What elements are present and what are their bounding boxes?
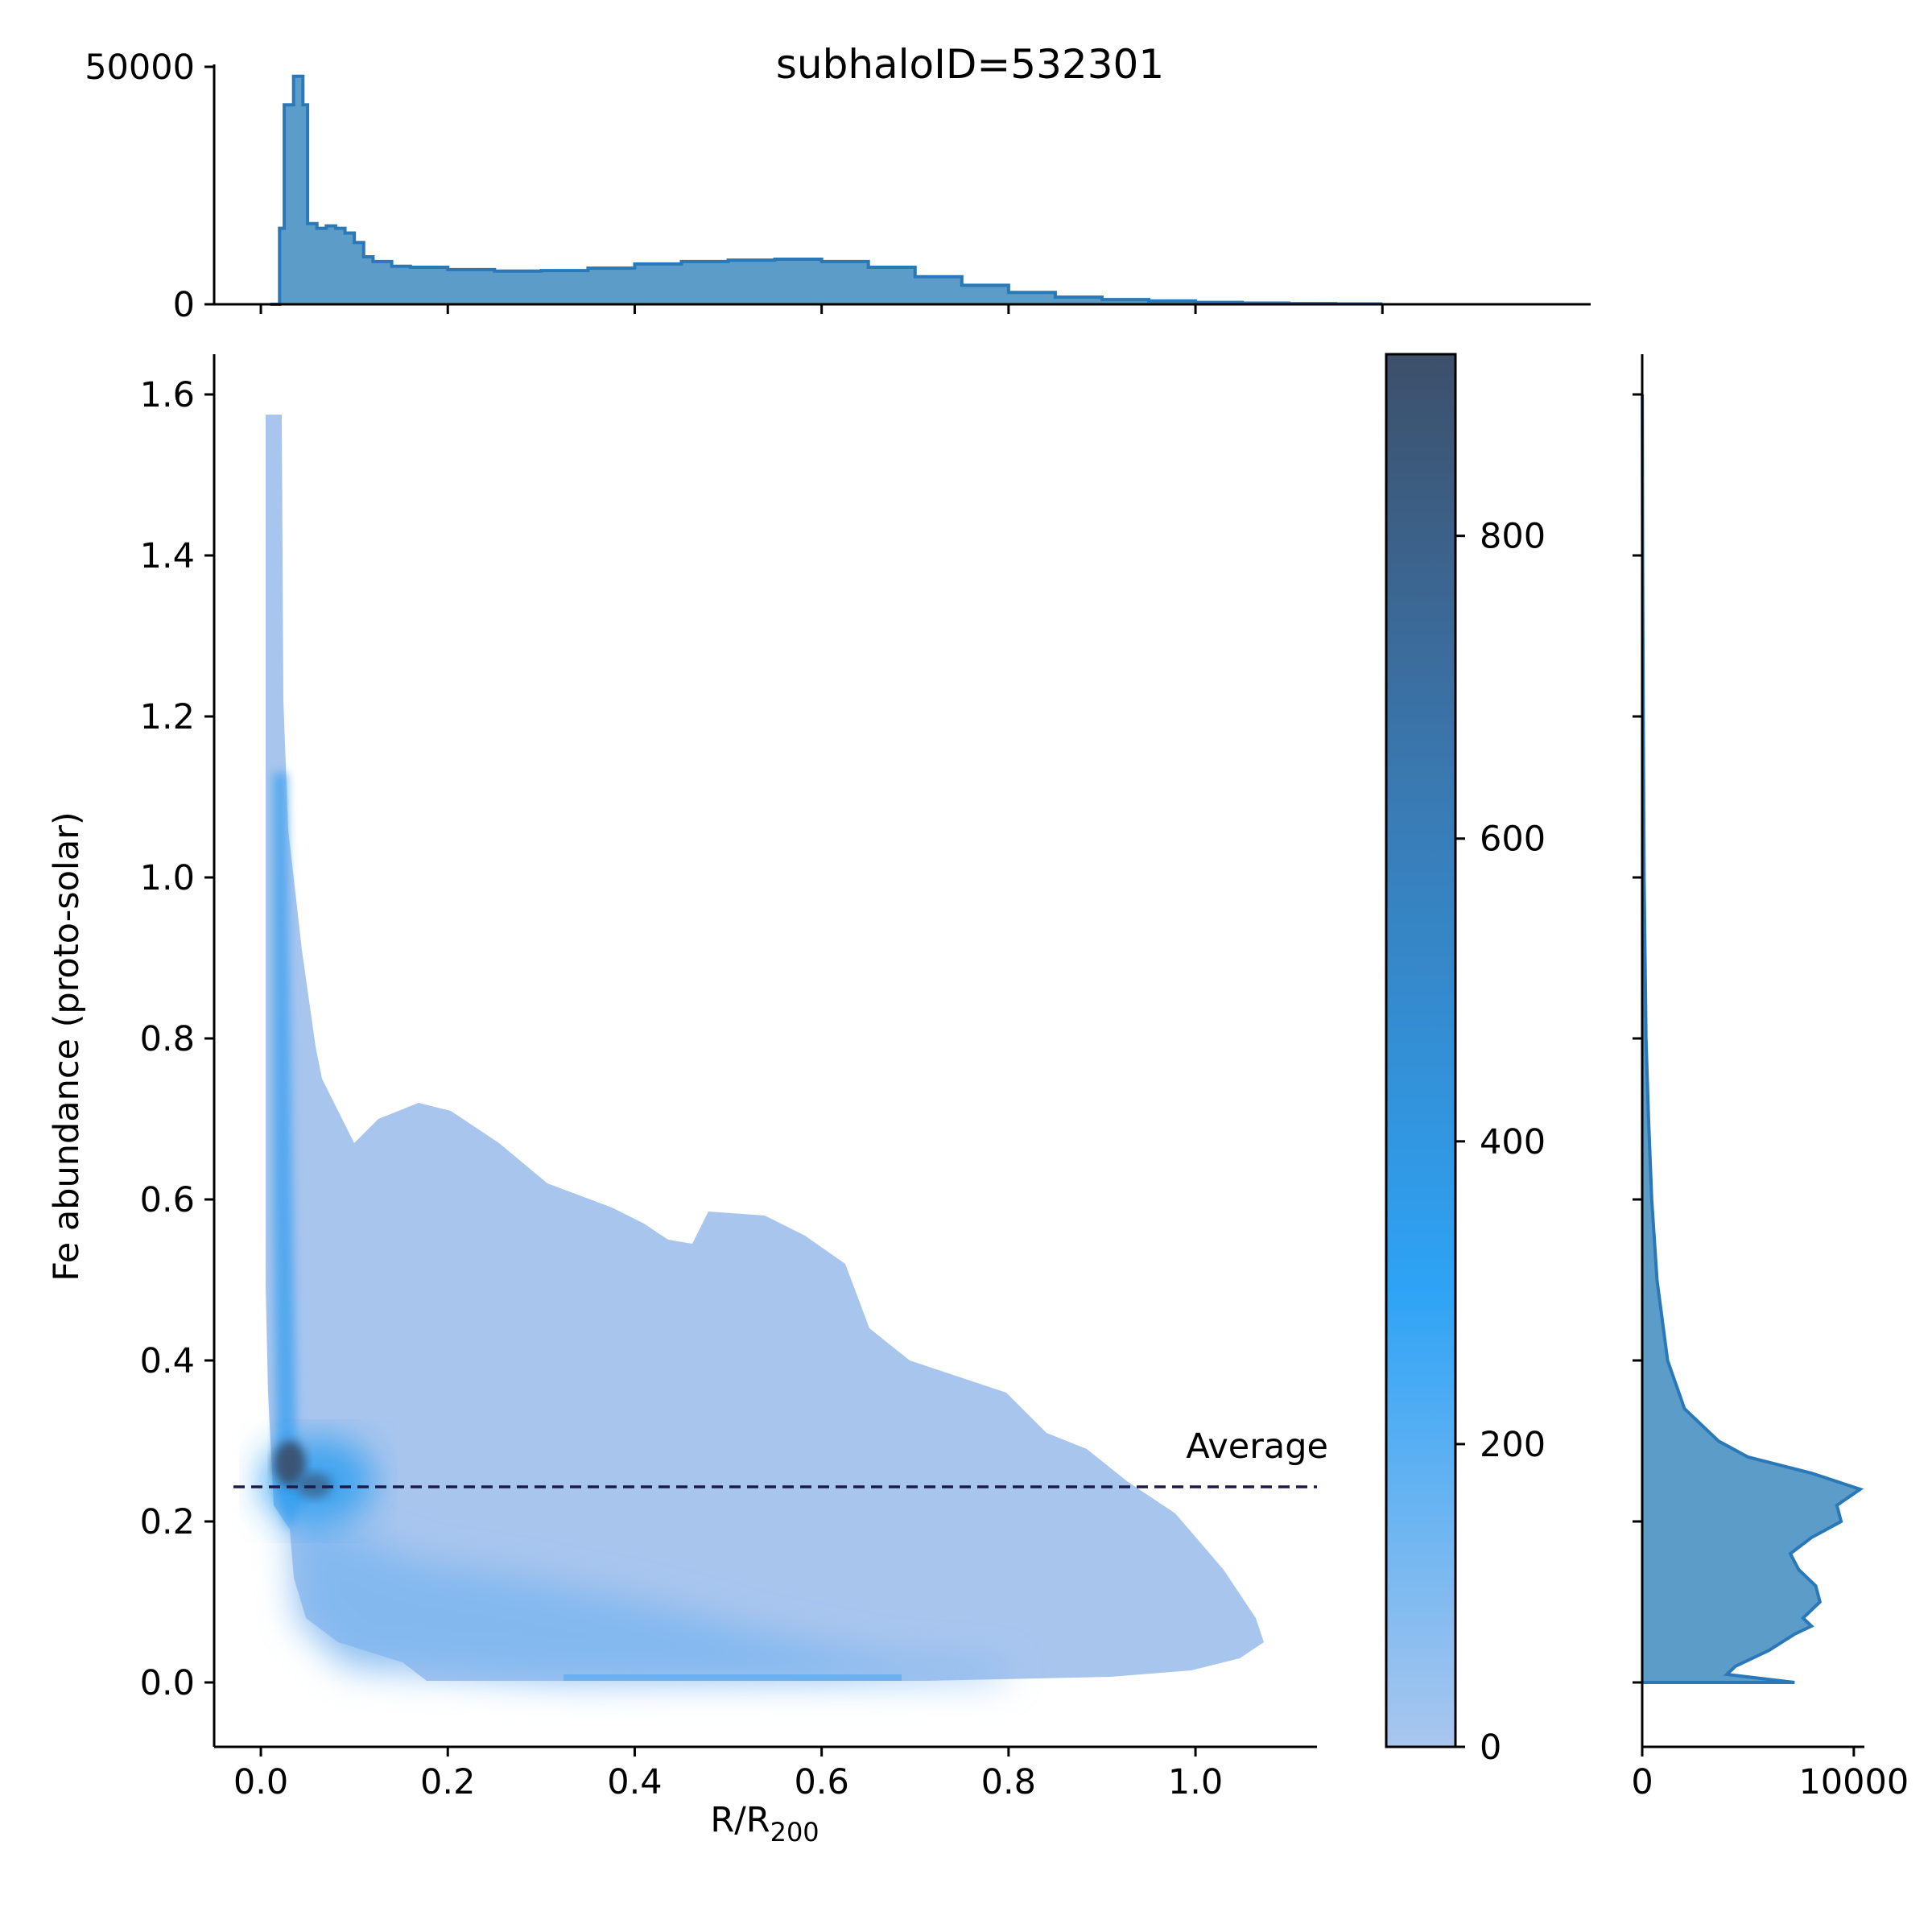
top-histogram-x-ticks <box>259 304 1384 314</box>
y-axis-label: Fe abundance (proto-solar) <box>47 811 87 1281</box>
main-y-tick-label: 1.0 <box>140 858 195 898</box>
main-x-tick-label: 0.0 <box>233 1762 288 1802</box>
colorbar-tick-label: 400 <box>1480 1122 1546 1162</box>
top-histogram-y-ticks: 0 50000 <box>85 47 214 325</box>
main-y-ticks: 0.0 0.2 0.4 0.6 0.8 1.0 1.2 1.4 1.6 <box>140 375 214 1703</box>
right-histogram-y-ticks <box>1633 393 1642 1684</box>
main-y-tick-label: 1.6 <box>140 375 195 415</box>
x-axis-label-subscript: 200 <box>770 1817 819 1847</box>
colorbar-gradient <box>1385 353 1457 1748</box>
colorbar-ticks: 0 200 400 600 800 <box>1455 517 1546 1768</box>
colorbar: 0 200 400 600 800 <box>1385 353 1546 1768</box>
main-x-tick-label: 1.0 <box>1168 1762 1223 1802</box>
main-y-tick-label: 0.0 <box>140 1663 195 1703</box>
colorbar-tick-label: 0 <box>1480 1728 1501 1768</box>
heatmap-hotspot-secondary <box>296 1472 332 1498</box>
main-heatmap-panel: Average 0.0 0.2 0.4 0.6 0.8 1.0 0.00.20.40.60… <box>47 354 1328 1847</box>
right-histogram-x-tick-label: 0 <box>1631 1762 1653 1802</box>
main-x-ticks: 0.0 0.2 0.4 0.6 0.8 1.0 <box>233 1747 1223 1802</box>
top-histogram-y-tick-label: 50000 <box>85 47 195 88</box>
x-axis-label-main: R/R <box>710 1800 770 1840</box>
heatmap-medium-region <box>290 1497 1006 1681</box>
top-histogram-outline <box>270 74 1383 306</box>
colorbar-tick-label: 200 <box>1480 1425 1546 1465</box>
x-axis-label: R/R200 <box>710 1800 819 1847</box>
right-histogram: 0 10000 <box>1631 354 1909 1802</box>
heatmap-floor-band <box>564 1674 902 1681</box>
main-x-tick-label: 0.8 <box>981 1762 1036 1802</box>
main-y-tick-label: 0.4 <box>140 1341 195 1381</box>
right-histogram-fill <box>1642 394 1860 1682</box>
main-y-tick-label: 1.4 <box>140 536 195 576</box>
heatmap-core-column <box>274 773 304 1530</box>
top-histogram-fill <box>270 76 1383 305</box>
average-label: Average <box>1186 1426 1328 1467</box>
colorbar-tick-label: 800 <box>1480 517 1546 557</box>
colorbar-tick-label: 600 <box>1480 819 1546 860</box>
main-y-tick-label: 0.2 <box>140 1502 195 1542</box>
chart-title: subhaloID=532301 <box>776 41 1164 88</box>
main-x-tick-label: 0.2 <box>420 1762 475 1802</box>
right-histogram-outline <box>1641 394 1864 1684</box>
main-y-tick-label: 0.6 <box>140 1180 195 1220</box>
main-x-tick-label: 0.4 <box>607 1762 662 1802</box>
main-x-tick-label: 0.6 <box>794 1762 848 1802</box>
heatmap-hotspot <box>274 1441 306 1486</box>
right-histogram-x-ticks: 0 10000 <box>1631 1747 1909 1802</box>
top-histogram-y-tick-label: 0 <box>173 285 195 325</box>
heatmap-sparse-region <box>266 415 1264 1681</box>
right-histogram-x-tick-label: 10000 <box>1798 1762 1909 1802</box>
main-y-tick-label: 1.2 <box>140 697 195 737</box>
main-y-tick-label: 0.8 <box>140 1019 195 1059</box>
top-histogram: 0 50000 <box>85 47 1591 325</box>
